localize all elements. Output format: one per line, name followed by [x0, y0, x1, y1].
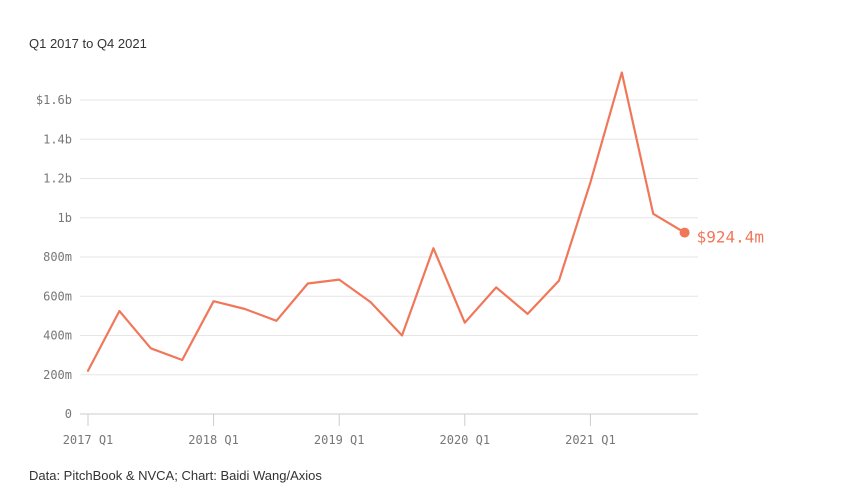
x-tick-label: 2021 Q1: [565, 433, 616, 447]
x-tick-label: 2017 Q1: [63, 433, 114, 447]
series: $924.4m: [86, 71, 764, 372]
end-point-marker: [679, 227, 690, 238]
source-note: Data: PitchBook & NVCA; Chart: Baidi Wan…: [29, 468, 322, 483]
x-axis-tick-labels: 2017 Q1 2018 Q1 2019 Q1 2020 Q1 2021 Q1: [63, 433, 616, 447]
y-tick-label: 600m: [43, 289, 72, 303]
y-tick-label: 1.4b: [43, 132, 72, 146]
y-tick-label: 800m: [43, 250, 72, 264]
chart-subtitle: Q1 2017 to Q4 2021: [29, 36, 147, 51]
x-tick-label: 2020 Q1: [440, 433, 491, 447]
y-tick-label: 1b: [58, 211, 72, 225]
gridlines: [80, 99, 698, 376]
y-tick-label: 0: [65, 407, 72, 421]
y-tick-label: 400m: [43, 329, 72, 343]
y-tick-label: 200m: [43, 368, 72, 382]
end-value-label: $924.4m: [697, 228, 764, 247]
x-axis: [80, 413, 698, 426]
series-line: [86, 71, 686, 372]
x-tick-label: 2019 Q1: [314, 433, 365, 447]
y-tick-label: 1.2b: [43, 172, 72, 186]
x-tick-label: 2018 Q1: [188, 433, 239, 447]
y-axis-tick-labels: 0 200m 400m 600m 800m 1b 1.2b 1.4b $1.6b: [36, 93, 72, 421]
y-tick-label: $1.6b: [36, 93, 72, 107]
